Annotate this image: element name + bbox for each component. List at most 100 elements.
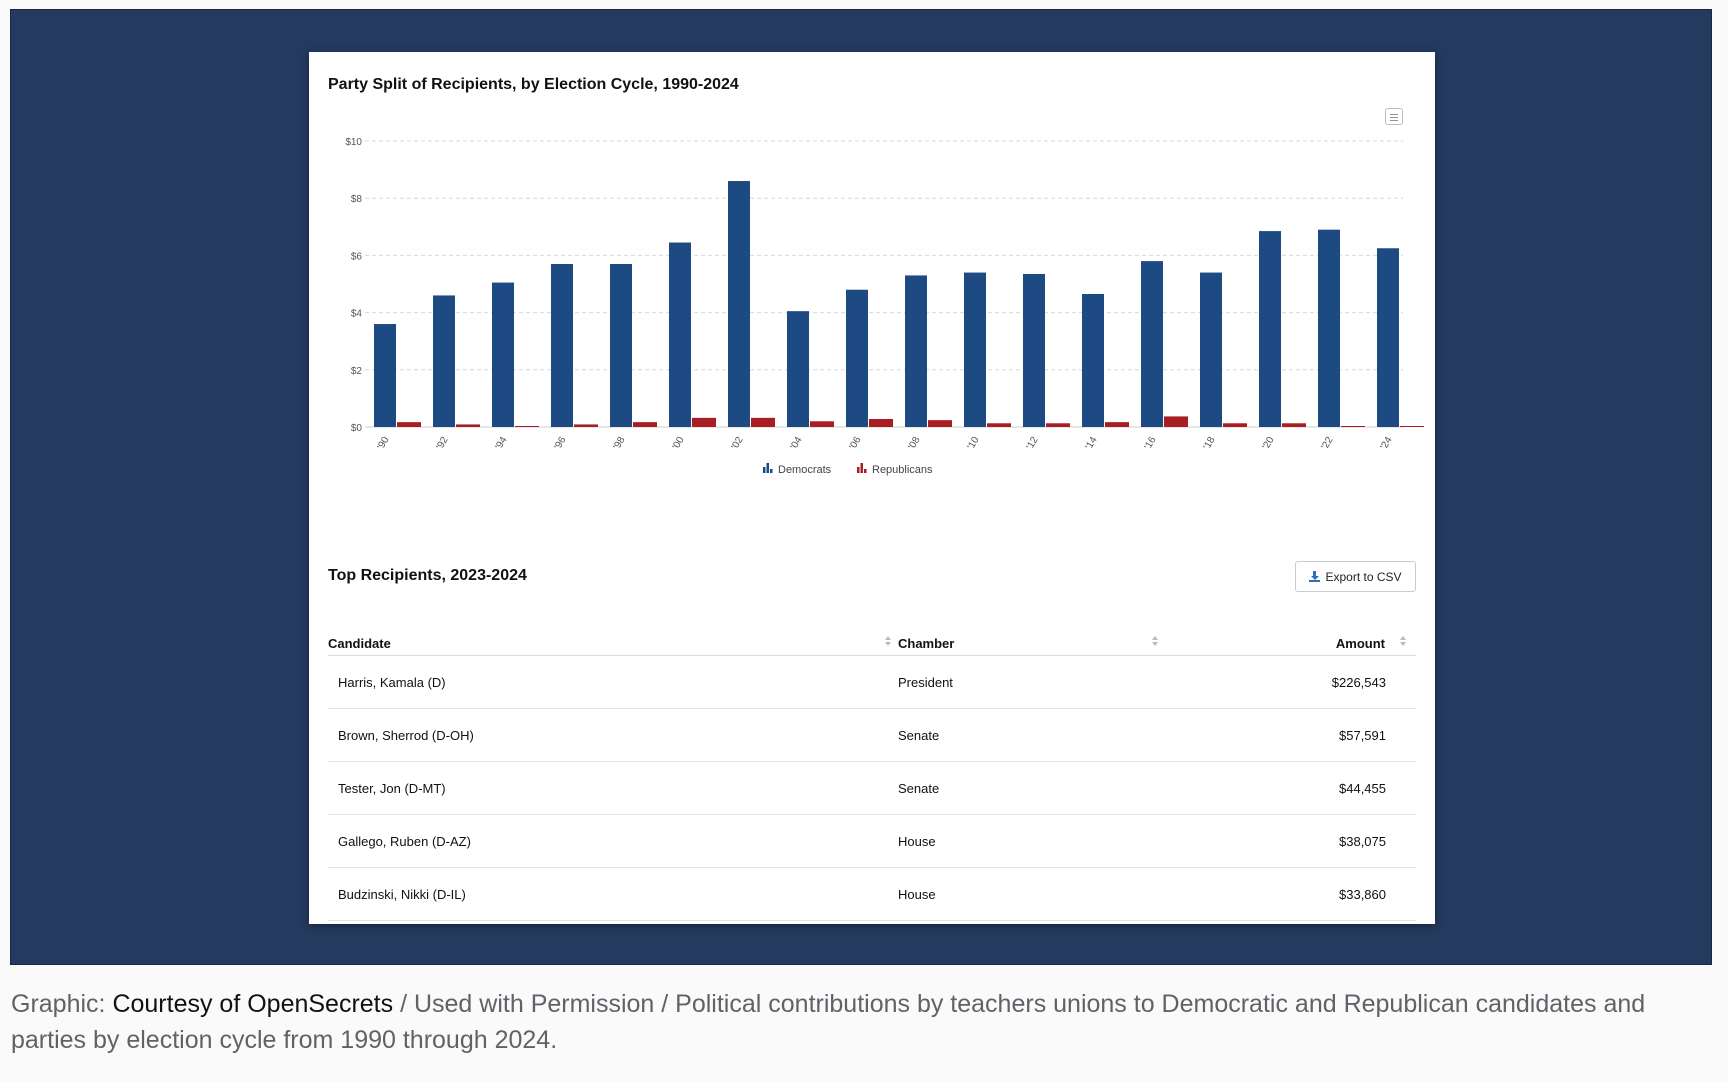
republicans-bar: [633, 422, 657, 427]
export-csv-label: Export to CSV: [1325, 569, 1402, 584]
democrats-bar: [669, 242, 691, 427]
opensecrets-card: Party Split of Recipients, by Election C…: [309, 52, 1435, 924]
table-row[interactable]: Tester, Jon (D-MT) Senate $44,455: [328, 762, 1416, 815]
x-tick-label: '98: [612, 435, 628, 452]
democrats-bar: [905, 275, 927, 427]
x-tick-label: '20: [1261, 435, 1277, 452]
y-tick-label: $2: [351, 366, 363, 377]
header-amount[interactable]: Amount: [1335, 636, 1385, 651]
chamber-cell: President: [898, 675, 953, 690]
democrats-bar: [1082, 294, 1104, 427]
party-split-chart: $0 $2 $4 $6 $8 $10 '90 '92 '94 '96 '98 '00 '02 '04 '06…: [345, 137, 1424, 476]
table-title: Top Recipients, 2023-2024: [328, 567, 527, 584]
header-divider: [328, 655, 1416, 656]
x-tick-label: '18: [1202, 435, 1218, 452]
x-tick-label: '02: [730, 435, 746, 452]
y-tick-label: $0: [351, 423, 363, 434]
image-caption: Graphic: Courtesy of OpenSecrets / Used …: [11, 986, 1711, 1058]
democrats-bar: [846, 289, 868, 427]
democrats-bar: [1023, 273, 1045, 427]
republicans-bar: [397, 422, 421, 427]
republicans-bar: [928, 420, 952, 427]
x-tick-label: '06: [848, 435, 864, 452]
x-tick-label: '08: [907, 435, 923, 452]
x-tick-label: '14: [1084, 435, 1100, 452]
republicans-bar: [1400, 426, 1424, 427]
democrats-bar: [1200, 272, 1222, 427]
download-icon: [1309, 571, 1321, 582]
chamber-cell: House: [898, 887, 936, 902]
chamber-cell: House: [898, 834, 936, 849]
democrats-bar: [433, 295, 455, 427]
democrats-bar: [610, 263, 632, 427]
header-chamber[interactable]: Chamber: [898, 636, 955, 651]
democrats-bar: [787, 311, 809, 427]
x-tick-label: '22: [1320, 435, 1336, 452]
republicans-legend-icon: [857, 467, 860, 473]
x-tick-label: '12: [1025, 435, 1041, 452]
amount-cell: $44,455: [1339, 781, 1386, 796]
x-tick-label: '16: [1143, 435, 1159, 452]
caption-source-link[interactable]: Courtesy of OpenSecrets: [112, 990, 394, 1018]
republicans-bar: [1105, 422, 1129, 427]
candidate-cell: Tester, Jon (D-MT): [338, 781, 446, 796]
hamburger-menu-icon[interactable]: [1385, 108, 1403, 125]
republicans-bar: [1341, 426, 1365, 427]
republicans-bar: [1046, 423, 1070, 427]
republicans-bar: [751, 417, 775, 427]
democrats-bar: [964, 272, 986, 427]
republicans-bar: [1223, 423, 1247, 427]
sort-chamber-icon[interactable]: [1151, 634, 1159, 648]
democrats-bar: [1141, 261, 1163, 427]
table-row[interactable]: Gallego, Ruben (D-AZ) House $38,075: [328, 815, 1416, 868]
republicans-bar: [1282, 423, 1306, 427]
x-tick-label: '24: [1379, 435, 1395, 452]
democrats-legend-icon: [766, 463, 769, 473]
republicans-bar: [515, 426, 539, 427]
democrats-bar: [492, 282, 514, 427]
republicans-legend-icon: [864, 469, 867, 473]
x-tick-label: '04: [789, 435, 805, 452]
republicans-bar: [1164, 416, 1188, 427]
republicans-legend-icon: [860, 463, 863, 473]
republicans-bar: [692, 417, 716, 427]
y-tick-label: $6: [351, 251, 363, 262]
chamber-cell: Senate: [898, 781, 940, 796]
y-tick-label: $4: [351, 309, 363, 320]
democrats-bar: [374, 324, 396, 427]
candidate-cell: Harris, Kamala (D): [338, 675, 446, 690]
amount-cell: $226,543: [1331, 675, 1386, 690]
legend-republicans: Republicans: [872, 464, 933, 476]
sort-candidate-icon[interactable]: [884, 634, 892, 648]
democrats-bar: [1259, 231, 1281, 427]
amount-cell: $33,860: [1339, 887, 1386, 902]
democrats-legend-icon: [770, 469, 773, 473]
republicans-bar: [987, 423, 1011, 427]
republicans-bar: [810, 421, 834, 427]
sort-amount-icon[interactable]: [1399, 634, 1407, 648]
democrats-bar: [1318, 229, 1340, 427]
graphic-frame: Party Split of Recipients, by Election C…: [10, 9, 1712, 965]
x-tick-label: '00: [671, 435, 687, 452]
democrats-bar: [728, 181, 750, 427]
y-tick-label: $8: [351, 194, 363, 205]
republicans-bar: [869, 418, 893, 427]
chamber-cell: Senate: [898, 728, 940, 743]
export-csv-button[interactable]: Export to CSV: [1295, 561, 1416, 592]
x-tick-label: '90: [376, 435, 392, 452]
legend-democrats: Democrats: [778, 464, 832, 476]
democrats-bar: [1377, 248, 1399, 427]
republicans-bar: [574, 424, 598, 427]
table-row[interactable]: Harris, Kamala (D) President $226,543: [328, 656, 1416, 709]
democrats-legend-icon: [763, 467, 766, 473]
table-row[interactable]: Brown, Sherrod (D-OH) Senate $57,591: [328, 709, 1416, 762]
chart-title: Party Split of Recipients, by Election C…: [328, 76, 739, 93]
x-tick-label: '10: [966, 435, 982, 452]
candidate-cell: Budzinski, Nikki (D-IL): [338, 887, 466, 902]
x-tick-label: '96: [553, 435, 569, 452]
header-candidate[interactable]: Candidate: [328, 636, 391, 651]
candidate-cell: Brown, Sherrod (D-OH): [338, 728, 474, 743]
x-tick-label: '92: [435, 435, 451, 452]
table-row[interactable]: Budzinski, Nikki (D-IL) House $33,860: [328, 868, 1416, 921]
democrats-bar: [551, 263, 573, 427]
